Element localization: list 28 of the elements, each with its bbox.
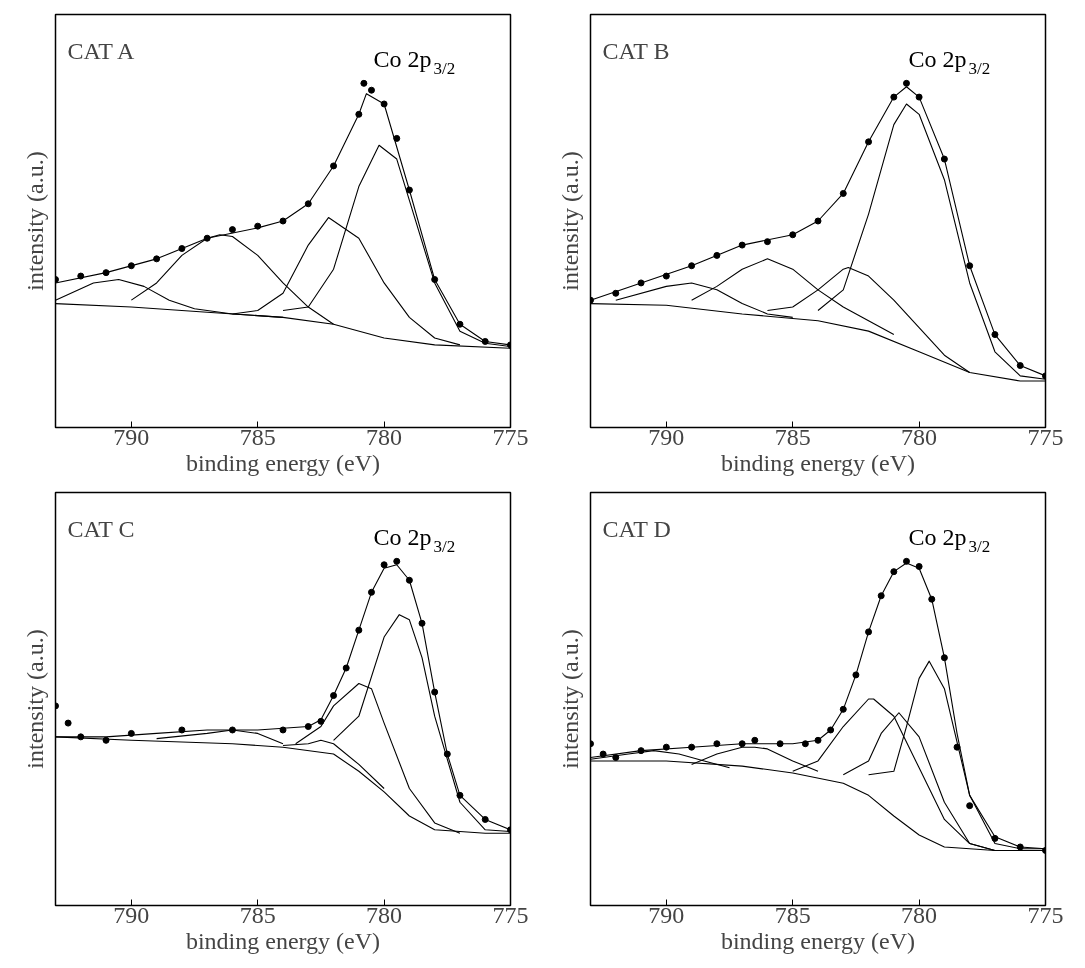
x-tick-label: 775	[492, 901, 529, 928]
x-tick-label: 785	[774, 423, 811, 450]
y-axis-title: intensity (a.u.)	[21, 629, 48, 769]
x-tick-label: 790	[113, 901, 150, 928]
x-axis-title: binding energy (eV)	[185, 449, 381, 476]
x-tick-label: 785	[774, 901, 811, 928]
x-tick-label: 780	[366, 901, 403, 928]
x-tick-label: 775	[1027, 901, 1064, 928]
x-tick-label: 780	[901, 423, 938, 450]
x-axis-title: binding energy (eV)	[720, 449, 916, 476]
x-tick-label: 790	[648, 901, 685, 928]
x-tick-label: 785	[239, 901, 276, 928]
y-axis-title: intensity (a.u.)	[556, 629, 583, 769]
x-tick-label: 790	[113, 423, 150, 450]
x-tick-label: 790	[648, 423, 685, 450]
chart-title: CAT D	[602, 515, 671, 542]
x-tick-label: 775	[1027, 423, 1064, 450]
x-tick-label: 775	[492, 423, 529, 450]
chart-title: CAT A	[67, 37, 136, 64]
chart-title: CAT B	[602, 37, 670, 64]
x-tick-label: 780	[901, 901, 938, 928]
x-tick-label: 780	[366, 423, 403, 450]
x-tick-label: 785	[239, 423, 276, 450]
y-axis-title: intensity (a.u.)	[556, 151, 583, 291]
x-axis-title: binding energy (eV)	[720, 927, 916, 954]
y-axis-title: intensity (a.u.)	[21, 151, 48, 291]
chart-title: CAT C	[67, 515, 135, 542]
x-axis-title: binding energy (eV)	[185, 927, 381, 954]
